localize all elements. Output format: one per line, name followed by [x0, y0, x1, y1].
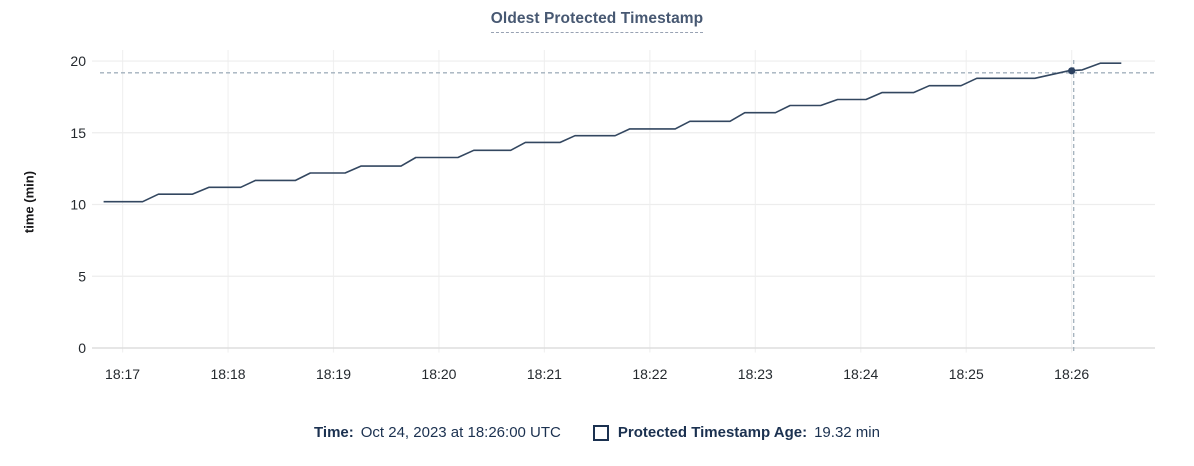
hover-legend: Time: Oct 24, 2023 at 18:26:00 UTC Prote… [0, 424, 1194, 441]
plot-area[interactable]: 0 5 10 15 20 18:17 18:18 18:19 18:20 18:21 18:22 18… [0, 0, 1194, 400]
x-tick-label: 18:19 [316, 366, 351, 382]
series-line [103, 62, 1122, 203]
x-tick-label: 18:21 [527, 366, 562, 382]
x-tick-label: 18:26 [1054, 366, 1089, 382]
y-tick-label: 10 [70, 197, 86, 213]
hover-point-marker [1068, 67, 1076, 75]
x-tick-label: 18:24 [843, 366, 878, 382]
hover-time-value: Oct 24, 2023 at 18:26:00 UTC [360, 424, 561, 441]
y-tick-label: 15 [70, 125, 86, 141]
x-tick-label: 18:22 [632, 366, 667, 382]
y-tick-label: 0 [78, 340, 86, 356]
chart-title[interactable]: Oldest Protected Timestamp [490, 10, 704, 33]
x-tick-label: 18:25 [949, 366, 984, 382]
x-tick-label: 18:23 [738, 366, 773, 382]
series-swatch-icon [592, 424, 609, 441]
series-legend-group: Protected Timestamp Age: 19.32 min [592, 424, 880, 441]
series-hover-value: 19.32 min [814, 424, 880, 441]
y-tick-label: 5 [78, 268, 86, 284]
series-name-label: Protected Timestamp Age: [617, 424, 808, 441]
x-tick-label: 18:18 [211, 366, 246, 382]
x-tick-label: 18:20 [421, 366, 456, 382]
y-tick-label: 20 [70, 53, 86, 69]
hover-time-label: Time: [314, 424, 354, 441]
hover-time-group: Time: Oct 24, 2023 at 18:26:00 UTC [314, 424, 561, 441]
chart-title-wrap: Oldest Protected Timestamp [0, 10, 1194, 33]
x-tick-label: 18:17 [105, 366, 140, 382]
